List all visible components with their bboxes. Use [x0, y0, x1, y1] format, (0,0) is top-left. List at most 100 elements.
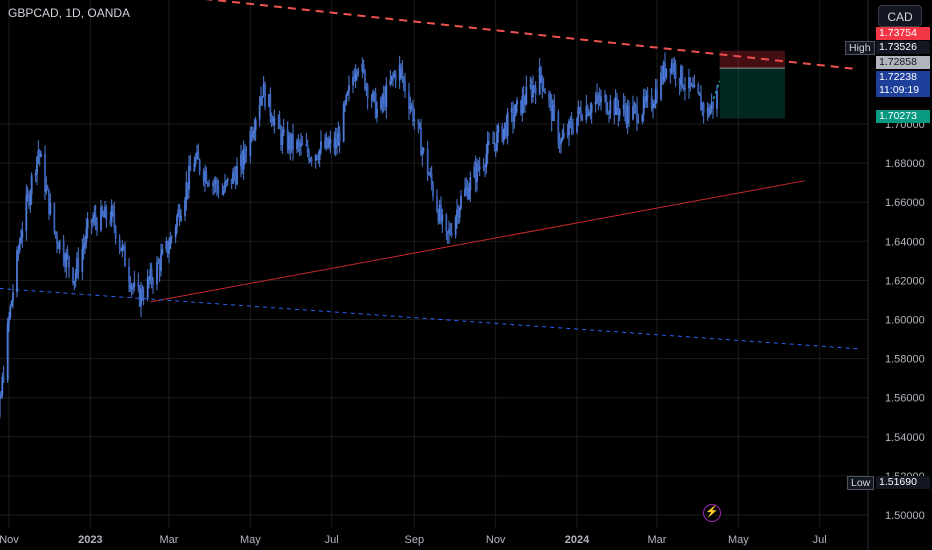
- candle-body: [394, 73, 397, 81]
- candle-body: [170, 237, 173, 239]
- candle-body: [292, 133, 294, 150]
- candle-body: [82, 245, 85, 250]
- candle-body: [146, 277, 149, 299]
- candle-body: [356, 71, 358, 74]
- candle-body: [456, 209, 458, 218]
- candle-body: [101, 207, 104, 215]
- candle-body: [532, 85, 534, 98]
- grid-lines: [0, 0, 869, 550]
- candle-body: [361, 63, 364, 72]
- candle-body: [494, 143, 497, 151]
- candle-body: [6, 323, 9, 381]
- candle-body: [670, 62, 673, 73]
- candle-body: [318, 149, 321, 160]
- candle-body: [390, 75, 393, 81]
- candle-body: [8, 317, 10, 324]
- candle-body: [552, 104, 554, 121]
- candle-body: [250, 131, 253, 139]
- candle-body: [513, 115, 516, 122]
- candle-body: [217, 186, 220, 194]
- candle-body: [225, 181, 228, 183]
- candle-body: [381, 97, 384, 105]
- candle-body: [680, 66, 682, 85]
- candle-body: [429, 173, 432, 176]
- candle-body: [314, 155, 317, 161]
- candle-body: [454, 217, 457, 236]
- x-tick-label: Mar: [160, 534, 179, 546]
- candle-body: [245, 155, 248, 157]
- candle-body: [448, 229, 450, 234]
- candle-body: [94, 214, 97, 222]
- candle-body: [160, 254, 162, 272]
- candle-body: [609, 100, 612, 113]
- currency-button[interactable]: CAD: [878, 5, 922, 27]
- candle-body: [208, 183, 210, 186]
- candle-body: [17, 250, 20, 252]
- candle-body: [542, 88, 545, 91]
- price-tag-current: 1.72238: [876, 71, 930, 84]
- x-tick-label: 2024: [565, 534, 590, 546]
- candle-body: [466, 186, 469, 199]
- candle-body: [684, 88, 686, 90]
- candle-body: [636, 105, 638, 123]
- candle-body: [700, 95, 702, 111]
- candle-body: [534, 88, 537, 95]
- candle-body: [286, 129, 289, 150]
- trendline-dashed: [205, 0, 859, 71]
- candle-body: [525, 86, 528, 105]
- candle-body: [572, 129, 574, 133]
- symbol-title[interactable]: GBPCAD, 1D, OANDA: [8, 6, 131, 20]
- candle-body: [608, 112, 610, 114]
- candle-body: [64, 261, 66, 268]
- candle-body: [625, 112, 628, 124]
- candle-body: [692, 84, 694, 88]
- candle-body: [586, 106, 589, 116]
- candle-body: [133, 282, 136, 287]
- candle-body: [194, 157, 197, 164]
- candle-body: [418, 123, 421, 128]
- candle-body: [120, 248, 122, 251]
- candle-body: [282, 129, 285, 134]
- candle-body: [48, 189, 50, 214]
- candle-body: [697, 84, 700, 93]
- candle-body: [21, 230, 24, 238]
- candle-body: [222, 190, 225, 194]
- time-axis[interactable]: Nov 2023 Mar May Jul Sep Nov 2024 Mar May Jul: [0, 534, 827, 546]
- candle-body: [204, 171, 206, 181]
- price-axis[interactable]: 1.500001.520001.540001.560001.580001.600…: [885, 119, 925, 522]
- candle-body: [364, 70, 366, 89]
- candle-body: [280, 128, 282, 145]
- candle-body: [382, 95, 385, 105]
- candle-body: [249, 131, 252, 156]
- position-tool[interactable]: [706, 50, 785, 119]
- candle-body: [614, 96, 617, 116]
- candle-body: [336, 138, 338, 146]
- x-tick-label: May: [240, 534, 261, 546]
- candle-body: [46, 186, 49, 190]
- candle-body: [176, 216, 178, 228]
- candle-body: [380, 97, 382, 109]
- candle-body: [493, 143, 496, 145]
- candle-body: [437, 211, 440, 222]
- candle-body: [600, 96, 602, 103]
- flash-icon[interactable]: ⚡: [703, 504, 721, 522]
- candle-body: [121, 245, 124, 251]
- candle-body: [624, 104, 626, 113]
- candle-body: [650, 95, 653, 109]
- candle-body: [385, 84, 388, 108]
- candle-body: [372, 91, 374, 101]
- price-tag-high: 1.73526: [876, 41, 930, 54]
- candle-body: [38, 150, 41, 157]
- candle-body: [646, 95, 649, 97]
- candle-body: [141, 288, 144, 298]
- candle-body: [664, 62, 666, 78]
- candle-body: [549, 98, 552, 100]
- candle-body: [468, 190, 470, 199]
- price-tag-red: 1.73754: [876, 27, 930, 40]
- candle-body: [605, 95, 608, 113]
- candle-body: [269, 94, 272, 116]
- candle-body: [354, 73, 357, 81]
- candle-body: [588, 113, 590, 116]
- x-tick-label: Jul: [813, 534, 827, 546]
